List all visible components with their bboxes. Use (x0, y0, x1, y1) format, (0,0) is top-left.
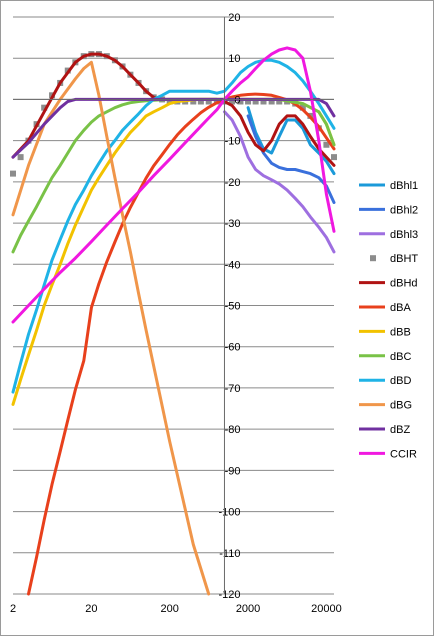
y-tick-label: -70 (225, 383, 241, 395)
data-point (299, 104, 306, 111)
y-tick-label: -100 (218, 507, 240, 519)
legend-label: dBG (390, 400, 412, 412)
series-dbd-line (11, 58, 336, 394)
legend-label: dBC (390, 351, 411, 363)
data-point (323, 141, 330, 148)
axes: 20 10 0 -10 -20 -30 -40 -50 -60 -70 -80 -90 -100 -110… (10, 12, 342, 615)
series-dbhd-line (11, 52, 336, 167)
data-point (268, 98, 275, 105)
legend-label: dBHd (390, 278, 418, 290)
data-point (331, 154, 337, 161)
legend-label: dBhl2 (390, 204, 418, 216)
data-point (237, 98, 244, 105)
y-tick-label: 10 (228, 53, 240, 65)
data-point (17, 154, 24, 161)
series-dbht-markers (10, 51, 337, 177)
legend: dBhl1 dBhl2 dBhl3 dBHT dBHd dBA dBB dBC dBD dBG dB… (359, 180, 418, 460)
legend-label: dBhl3 (390, 229, 418, 241)
legend-label: dBB (390, 326, 411, 338)
y-tick-label: -110 (219, 548, 240, 560)
series-lines (10, 46, 337, 596)
legend-label: dBhl1 (390, 180, 418, 192)
x-tick-label: 2 (10, 603, 16, 615)
y-tick-label: -60 (225, 342, 241, 354)
y-tick-label: -50 (225, 301, 241, 313)
y-tick-label: -90 (225, 465, 241, 477)
data-point (41, 104, 48, 111)
series-dbhl3-line (223, 110, 336, 254)
y-tick-label: -30 (225, 218, 241, 230)
data-point (190, 98, 197, 105)
data-point (260, 98, 267, 105)
y-tick-label: -40 (225, 259, 241, 271)
y-tick-label: -10 (225, 136, 241, 148)
series-ccir-line (11, 46, 336, 324)
x-tick-label: 2000 (236, 603, 260, 615)
legend-label: dBZ (390, 424, 410, 436)
series-dbz-line (11, 97, 336, 159)
data-point (276, 98, 283, 105)
legend-label: dBD (390, 375, 411, 387)
data-point (245, 98, 252, 105)
data-point (205, 98, 212, 105)
y-tick-label: -80 (225, 424, 241, 436)
legend-label: dBHT (390, 253, 418, 265)
series-dbg-line (11, 60, 211, 596)
x-tick-label: 20 (85, 603, 97, 615)
series-dbb-line (11, 97, 336, 406)
data-point (252, 98, 259, 105)
x-tick-label: 200 (161, 603, 179, 615)
data-point (197, 98, 204, 105)
y-tick-label: 0 (234, 94, 240, 106)
x-tick-label: 20000 (311, 603, 342, 615)
y-tick-label: -120 (218, 589, 240, 601)
y-tick-label: -20 (225, 177, 241, 189)
y-tick-label: 20 (228, 12, 240, 24)
legend-marker (370, 255, 376, 262)
legend-label: dBA (390, 302, 411, 314)
data-point (229, 98, 236, 105)
data-point (166, 98, 173, 105)
data-point (10, 170, 16, 177)
legend-label: CCIR (390, 448, 417, 460)
